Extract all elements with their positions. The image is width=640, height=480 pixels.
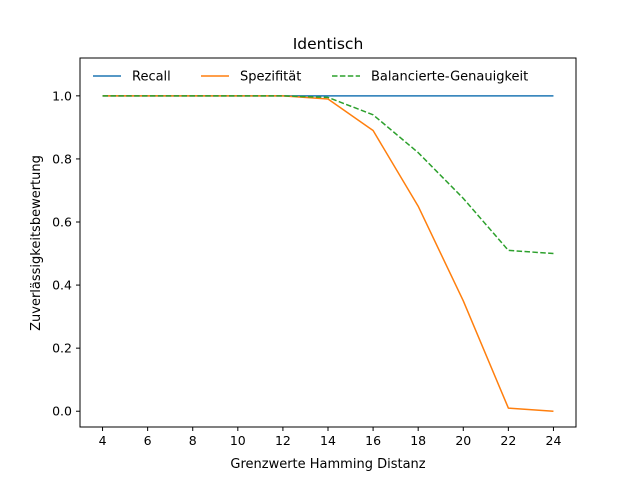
chart-title: Identisch [293, 35, 364, 53]
series-line-2 [102, 95, 554, 255]
legend-label-2: Balancierte-Genauigkeit [371, 70, 528, 85]
x-tick-label-5: 14 [320, 433, 336, 448]
x-tick-label-0: 4 [99, 433, 107, 448]
x-tick-label-3: 10 [230, 433, 246, 448]
x-tick-label-2: 8 [189, 433, 197, 448]
y-tick-label-0: 0.0 [52, 404, 72, 419]
x-tick-label-7: 18 [410, 433, 426, 448]
y-tick-label-2: 0.4 [52, 278, 72, 293]
x-tick-label-4: 12 [275, 433, 291, 448]
y-tick-label-5: 1.0 [52, 88, 72, 103]
y-tick-label-3: 0.6 [52, 215, 72, 230]
legend: Recall Spezifität Balancierte-Genauigkeit [93, 70, 528, 85]
x-tick-label-10: 24 [546, 433, 562, 448]
x-axis-label: Grenzwerte Hamming Distanz [230, 457, 425, 472]
x-tick-label-8: 20 [455, 433, 471, 448]
axes: 4 6 8 10 12 14 16 18 20 22 24 0.0 0.2 0.4 0.6 0.8 1.0 [52, 57, 577, 448]
plot-area [102, 95, 554, 412]
y-tick-label-1: 0.2 [52, 341, 72, 356]
x-tick-label-1: 6 [144, 433, 152, 448]
y-axis-label: Zuverlässigkeitsbewertung [29, 155, 44, 331]
legend-label-0: Recall [132, 70, 171, 85]
x-tick-label-9: 22 [500, 433, 516, 448]
legend-label-1: Spezifität [240, 70, 301, 85]
y-tick-label-4: 0.8 [52, 151, 72, 166]
x-tick-label-6: 16 [365, 433, 381, 448]
